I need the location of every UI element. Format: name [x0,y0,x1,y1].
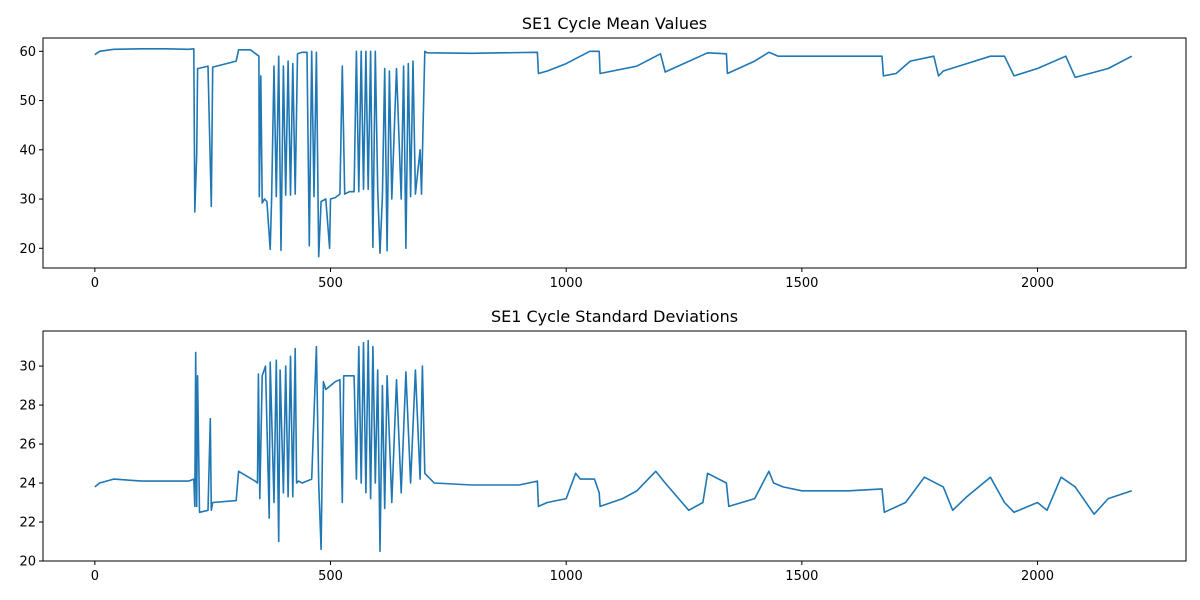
chart-title: SE1 Cycle Standard Deviations [491,307,738,326]
y-tick-label: 22 [19,516,36,531]
x-tick-label: 2000 [1021,569,1054,584]
y-tick-label: 24 [19,477,36,492]
chart-title: SE1 Cycle Mean Values [522,14,707,33]
y-tick-label: 30 [19,193,36,208]
x-tick-label: 1500 [785,569,818,584]
x-tick-label: 0 [91,276,99,291]
x-tick-label: 1500 [785,276,818,291]
x-tick-label: 500 [318,276,343,291]
x-tick-label: 1000 [550,569,583,584]
mean-values-axes: SE1 Cycle Mean Values 0 500 1000 1500 2000 20 3… [19,14,1187,291]
series-line [94,339,1133,553]
x-tick-label: 2000 [1021,276,1054,291]
y-tick-label: 20 [19,242,36,257]
standard-deviations-axes: SE1 Cycle Standard Deviations 0 500 1000 150… [19,307,1187,584]
x-tick-label: 1000 [550,276,583,291]
y-tick-label: 28 [19,399,36,414]
y-tick-label: 26 [19,438,36,453]
y-tick-label: 60 [19,45,36,60]
y-tick-label: 30 [19,360,36,375]
axes-frame [42,37,1187,269]
y-tick-label: 50 [19,94,36,109]
series-line [94,47,1133,258]
x-tick-label: 500 [318,569,343,584]
x-tick-label: 0 [91,569,99,584]
y-tick-label: 20 [19,555,36,570]
axes-frame [42,330,1187,562]
y-tick-label: 40 [19,143,36,158]
